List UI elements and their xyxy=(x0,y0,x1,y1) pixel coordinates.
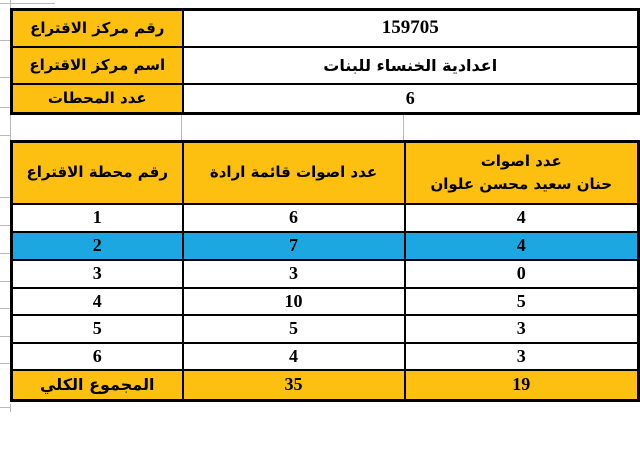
header-row: رقم محطة الاقتراع عدد اصوات قائمة ارادة … xyxy=(10,140,640,205)
list-votes-cell: 10 xyxy=(181,286,406,316)
gridline xyxy=(0,135,10,136)
gridline xyxy=(0,40,10,41)
list-votes-cell: 3 xyxy=(181,258,406,289)
candidate-votes-header-line2: حنان سعيد محسن علوان xyxy=(430,174,613,193)
candidate-votes-header-line1: عدد اصوات xyxy=(480,151,562,170)
center-number-label: رقم مركز الاقتراع xyxy=(10,8,184,48)
gridline xyxy=(0,107,10,108)
center-name-value: اعدادية الخنساء للبنات xyxy=(181,45,640,85)
table-row: 4 10 5 xyxy=(10,286,640,316)
table-row: اسم مركز الاقتراع اعدادية الخنساء للبنات xyxy=(10,45,640,85)
table-row-highlighted: 2 7 4 xyxy=(10,230,640,261)
gridline xyxy=(0,281,10,282)
list-votes-cell: 5 xyxy=(181,313,406,344)
center-name-label: اسم مركز الاقتراع xyxy=(10,45,184,85)
station-count-label: عدد المحطات xyxy=(10,82,184,115)
list-votes-header: عدد اصوات قائمة ارادة xyxy=(181,140,406,205)
total-label-cell: المجموع الكلي xyxy=(10,368,184,402)
gridline xyxy=(10,0,11,8)
candidate-votes-cell: 0 xyxy=(403,258,640,289)
gridline xyxy=(0,253,10,254)
station-number-cell: 2 xyxy=(10,230,184,261)
station-number-header: رقم محطة الاقتراع xyxy=(10,140,184,205)
station-number-cell: 5 xyxy=(10,313,184,344)
gridline xyxy=(0,3,55,4)
gridline xyxy=(181,112,182,140)
station-number-cell: 1 xyxy=(10,202,184,233)
gridline xyxy=(0,225,10,226)
table-row: 5 5 3 xyxy=(10,313,640,344)
candidate-votes-cell: 4 xyxy=(403,230,640,261)
total-candidate-votes-cell: 19 xyxy=(403,368,640,402)
list-votes-cell: 6 xyxy=(181,202,406,233)
table-row: رقم مركز الاقتراع 159705 xyxy=(10,8,640,48)
list-votes-cell: 4 xyxy=(181,341,406,371)
total-list-votes-cell: 35 xyxy=(181,368,406,402)
candidate-votes-header: عدد اصوات حنان سعيد محسن علوان xyxy=(403,140,640,205)
candidate-votes-cell: 3 xyxy=(403,341,640,371)
station-count-value: 6 xyxy=(181,82,640,115)
total-row: المجموع الكلي 35 19 xyxy=(10,368,640,402)
station-number-cell: 6 xyxy=(10,341,184,371)
gridline xyxy=(0,336,10,337)
table-row: 3 3 0 xyxy=(10,258,640,289)
candidate-votes-cell: 5 xyxy=(403,286,640,316)
center-number-value: 159705 xyxy=(181,8,640,48)
table-row: عدد المحطات 6 xyxy=(10,82,640,115)
gridline xyxy=(403,112,404,140)
votes-table: رقم محطة الاقتراع عدد اصوات قائمة ارادة … xyxy=(10,140,640,402)
station-number-cell: 4 xyxy=(10,286,184,316)
table-row: 1 6 4 xyxy=(10,202,640,233)
gridline xyxy=(10,112,11,140)
gridline xyxy=(0,308,10,309)
candidate-votes-cell: 4 xyxy=(403,202,640,233)
gridline xyxy=(10,404,11,412)
gridline xyxy=(0,77,10,78)
candidate-votes-cell: 3 xyxy=(403,313,640,344)
polling-center-info-table: رقم مركز الاقتراع 159705 اسم مركز الاقتر… xyxy=(10,8,640,115)
gridline xyxy=(0,363,10,364)
station-number-cell: 3 xyxy=(10,258,184,289)
gridline xyxy=(0,197,10,198)
table-row: 6 4 3 xyxy=(10,341,640,371)
gridline xyxy=(0,407,11,408)
list-votes-cell: 7 xyxy=(181,230,406,261)
